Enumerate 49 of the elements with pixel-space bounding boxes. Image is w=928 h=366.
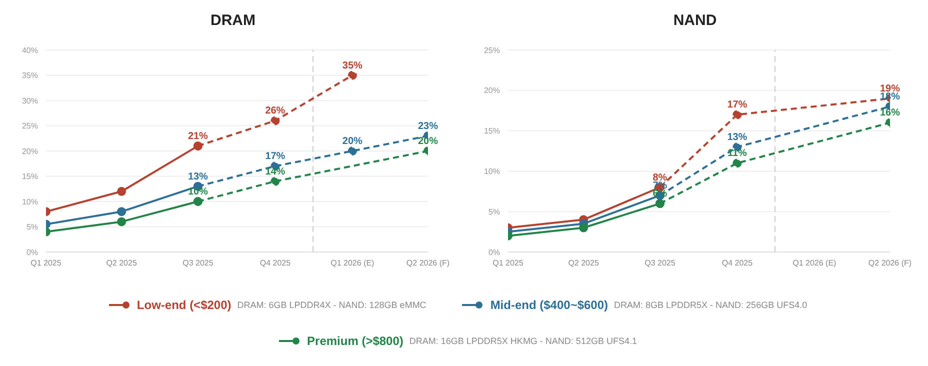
y-tick-label: 15%: [22, 172, 38, 182]
y-tick-label: 5%: [26, 222, 38, 232]
y-tick-label: 10%: [22, 197, 38, 206]
data-label: 20%: [342, 136, 363, 147]
y-tick-label: 20%: [22, 146, 38, 156]
data-label: 10%: [188, 186, 208, 198]
data-label: 21%: [188, 130, 208, 142]
x-tick-label: Q2 2025: [568, 258, 600, 268]
y-tick-label: 0%: [488, 248, 500, 257]
data-label: 16%: [880, 108, 900, 119]
data-label: 13%: [727, 132, 748, 143]
y-tick-label: 35%: [22, 71, 38, 80]
legend-label: Mid-end ($400~$600): [490, 298, 608, 312]
y-tick-label: 25%: [484, 46, 500, 55]
chart-title: DRAM: [210, 12, 256, 31]
x-tick-label: Q2 2026 (F): [406, 258, 450, 268]
x-tick-label: Q4 2025: [722, 258, 754, 268]
data-label: 35%: [342, 60, 363, 72]
legend-label: Premium (>$800): [307, 334, 404, 348]
x-tick-label: Q3 2025: [182, 258, 214, 268]
y-tick-label: 0%: [26, 248, 38, 257]
text: DRAM: 6GB LPDDR4X - NAND: 128GB eMMC: [237, 300, 426, 310]
text: DRAM: 16GB LPDDR5X HKMG - NAND: 512GB UFS4.1: [409, 336, 637, 346]
chart-title: NAND: [672, 12, 718, 31]
data-label: 13%: [188, 171, 208, 182]
y-tick-label: 30%: [22, 96, 38, 106]
x-tick-label: Q1 2025: [492, 258, 524, 268]
data-label: 26%: [265, 106, 286, 117]
y-tick-label: 5%: [488, 207, 500, 216]
x-tick-label: Q1 2026 (E): [330, 258, 375, 268]
y-tick-label: 40%: [22, 46, 38, 55]
data-label: 11%: [727, 148, 748, 160]
x-tick-label: Q1 2026 (E): [792, 258, 837, 268]
text: DRAM: 8GB LPDDR5X - NAND: 256GB UFS4.0: [614, 300, 808, 310]
data-label: 14%: [265, 166, 286, 178]
data-label: 17%: [265, 151, 286, 162]
x-tick-label: Q2 2026 (F): [868, 258, 912, 268]
x-tick-label: Q1 2025: [30, 258, 62, 268]
y-tick-label: 10%: [484, 167, 500, 176]
y-tick-label: 25%: [22, 122, 38, 131]
y-tick-label: 15%: [484, 126, 500, 136]
data-label: 20%: [418, 136, 438, 147]
y-tick-label: 20%: [484, 86, 500, 96]
data-label: 23%: [418, 120, 438, 132]
legend-label: Low-end (<$200): [136, 298, 232, 312]
x-tick-label: Q2 2025: [106, 258, 138, 268]
data-label: 17%: [727, 100, 748, 111]
x-tick-label: Q3 2025: [644, 258, 676, 268]
x-tick-label: Q4 2025: [260, 258, 292, 268]
